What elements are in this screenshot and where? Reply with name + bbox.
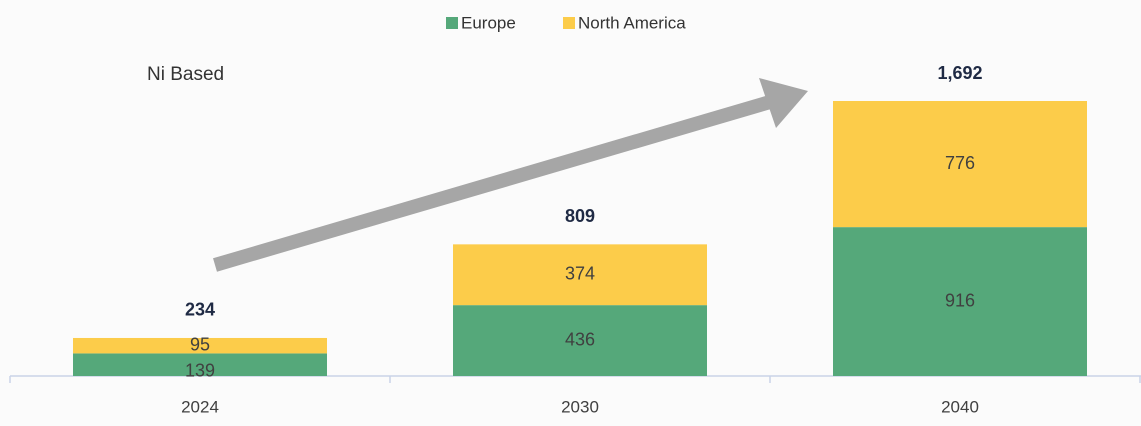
annotation: Ni Based: [147, 64, 224, 85]
segment-label: 95: [190, 334, 210, 354]
segment-label: 139: [185, 360, 215, 380]
legend-label: North America: [578, 13, 686, 32]
legend-swatch: [446, 17, 458, 29]
chart: Ni Based Europe North America 2024 139 95 234…: [0, 0, 1141, 426]
segment-label: 776: [945, 153, 975, 173]
x-tick-label: 2024: [181, 397, 219, 416]
legend-swatch: [563, 17, 575, 29]
total-label: 1,692: [937, 63, 982, 83]
segment-label: 916: [945, 290, 975, 310]
legend-label: Europe: [461, 13, 516, 32]
segment-label: 374: [565, 263, 595, 283]
x-tick-label: 2040: [941, 397, 979, 416]
segment-label: 436: [565, 329, 595, 349]
total-label: 809: [565, 206, 595, 226]
total-label: 234: [185, 300, 215, 320]
x-tick-label: 2030: [561, 397, 599, 416]
